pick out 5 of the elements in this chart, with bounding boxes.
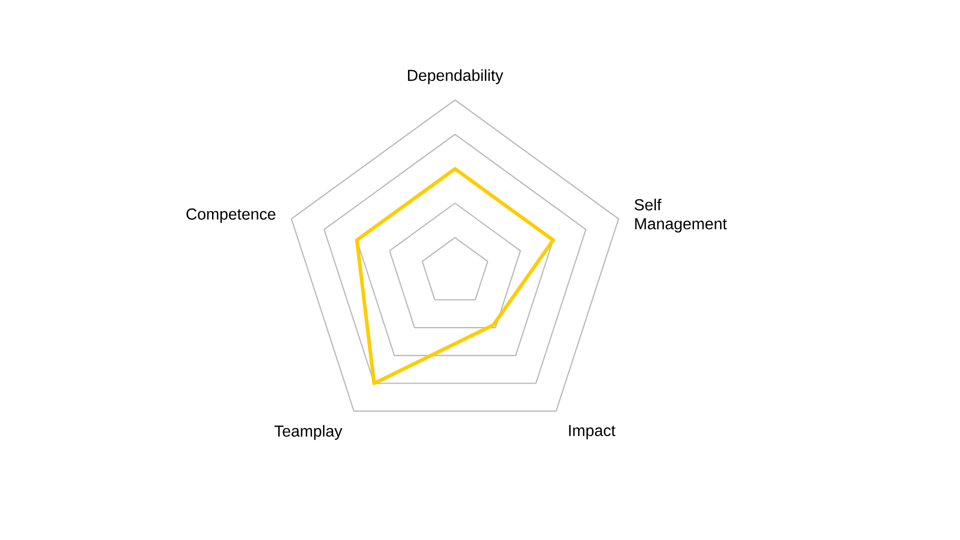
- spoke-label: Dependability: [408, 69, 504, 84]
- spoke-label: Teamplay: [274, 425, 342, 440]
- spoke-label: Competence: [186, 208, 276, 223]
- spoke-label: Impact: [569, 425, 616, 440]
- spoke-label: Self Management: [634, 198, 727, 233]
